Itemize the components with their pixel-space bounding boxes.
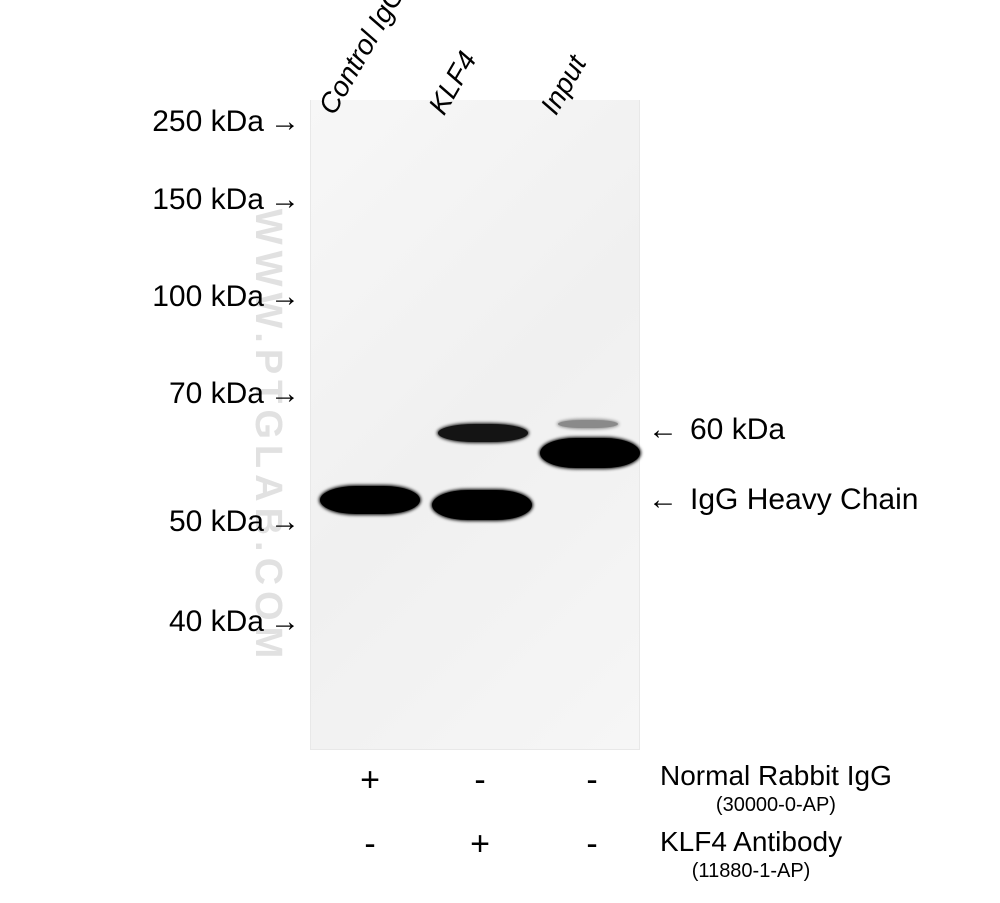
reagent-label: KLF4 Antibody (11880-1-AP)	[660, 826, 842, 883]
mw-marker-text: 250 kDa	[152, 105, 264, 138]
arrow-left-icon: ←	[648, 413, 678, 447]
mw-marker-text: 100 kDa	[152, 280, 264, 313]
arrow-right-icon: →	[270, 280, 300, 314]
arrow-right-icon: →	[270, 605, 300, 639]
reagent-catalog: (30000-0-AP)	[660, 794, 892, 817]
arrow-right-icon: →	[270, 377, 300, 411]
arrow-right-icon: →	[270, 183, 300, 217]
mw-marker-text: 50 kDa	[169, 505, 264, 538]
lane-condition-mark: +	[463, 825, 497, 864]
arrow-right-icon: →	[270, 105, 300, 139]
mw-marker-label: 40 kDa→	[0, 605, 300, 639]
blot-band	[540, 438, 640, 468]
blot-band	[320, 486, 420, 514]
mw-marker-label: 100 kDa→	[0, 280, 300, 314]
arrow-left-icon: ←	[648, 483, 678, 517]
mw-marker-text: 150 kDa	[152, 183, 264, 216]
mw-marker-text: 40 kDa	[169, 605, 264, 638]
mw-marker-label: 70 kDa→	[0, 377, 300, 411]
reagent-catalog: (11880-1-AP)	[660, 860, 842, 883]
lane-condition-mark: -	[463, 761, 497, 800]
reagent-name: Normal Rabbit IgG	[660, 760, 892, 791]
reagent-label: Normal Rabbit IgG (30000-0-AP)	[660, 760, 892, 817]
lane-condition-mark: -	[575, 761, 609, 800]
lane-condition-mark: -	[353, 825, 387, 864]
mw-marker-text: 70 kDa	[169, 377, 264, 410]
blot-band	[558, 420, 618, 428]
mw-marker-label: 250 kDa→	[0, 105, 300, 139]
lane-condition-mark: -	[575, 825, 609, 864]
right-annotation-label: IgG Heavy Chain	[690, 483, 918, 517]
reagent-name: KLF4 Antibody	[660, 826, 842, 857]
blot-band	[432, 490, 532, 520]
blot-figure: WWW.PTGLAB.COM Control IgGKLF4Input 250 …	[0, 0, 1000, 903]
blot-band	[438, 424, 528, 442]
right-annotation-label: 60 kDa	[690, 413, 785, 447]
watermark-text: WWW.PTGLAB.COM	[246, 209, 289, 664]
lane-condition-mark: +	[353, 761, 387, 800]
mw-marker-label: 50 kDa→	[0, 505, 300, 539]
arrow-right-icon: →	[270, 505, 300, 539]
mw-marker-label: 150 kDa→	[0, 183, 300, 217]
